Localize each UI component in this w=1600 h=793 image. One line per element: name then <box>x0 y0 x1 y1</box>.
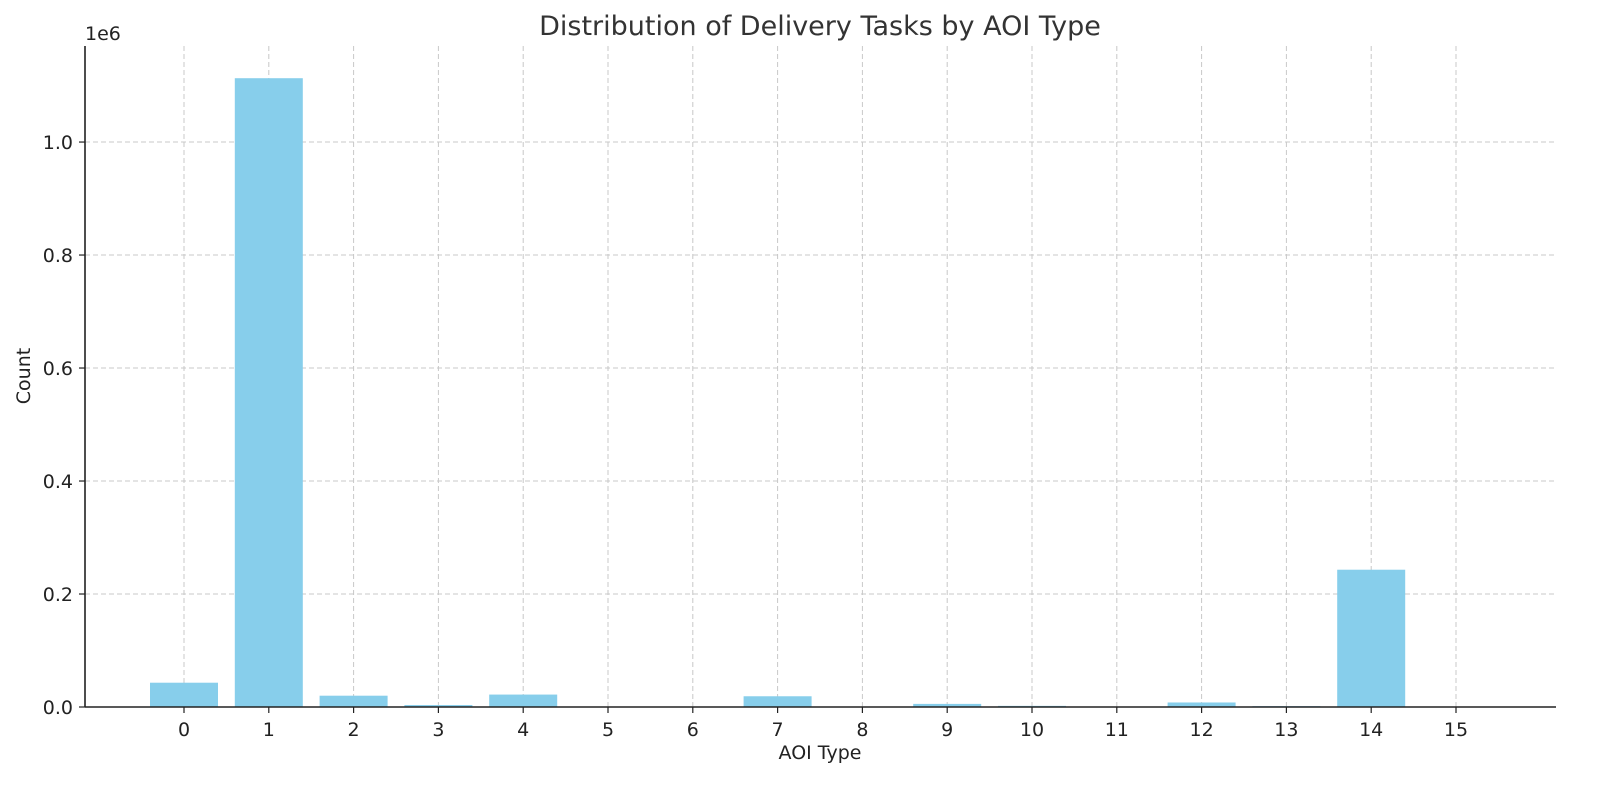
x-tick-label: 10 <box>1020 719 1044 741</box>
bar-aoi-12 <box>1167 702 1236 707</box>
bar-aoi-2 <box>319 695 388 707</box>
y-tick-label: 0.0 <box>43 697 73 719</box>
y-tick-label: 0.4 <box>43 471 73 493</box>
axes <box>84 46 1556 708</box>
x-tick-label: 6 <box>687 719 699 741</box>
y-axis-multiplier: 1e6 <box>85 23 121 45</box>
y-tick-label: 0.8 <box>43 245 73 267</box>
x-tick-label: 12 <box>1190 719 1214 741</box>
x-tick-label: 0 <box>178 719 190 741</box>
bars <box>150 78 1490 707</box>
x-tick-label: 13 <box>1274 719 1298 741</box>
bar-aoi-0 <box>150 682 218 707</box>
x-tick-label: 2 <box>348 719 360 741</box>
y-axis-label: Count <box>13 348 35 404</box>
x-tick-label: 7 <box>772 719 784 741</box>
x-tick-label: 9 <box>941 719 953 741</box>
bar-aoi-3 <box>404 705 473 707</box>
x-tick-label: 5 <box>602 719 614 741</box>
x-tick-label: 15 <box>1444 719 1468 741</box>
y-tick-label: 0.6 <box>43 358 73 380</box>
bar-aoi-7 <box>743 696 812 707</box>
bar-aoi-9 <box>913 703 982 707</box>
grid-lines <box>85 46 1556 707</box>
bar-aoi-1 <box>234 78 303 707</box>
ticks: 0 1 2 3 4 5 6 7 8 9 10 11 12 13 14 150.00.20.40.60.81.0 <box>43 132 1468 741</box>
bar-aoi-4 <box>489 694 558 707</box>
y-tick-label: 1.0 <box>43 132 73 154</box>
x-tick-label: 3 <box>432 719 444 741</box>
x-tick-label: 11 <box>1105 719 1129 741</box>
x-tick-label: 1 <box>263 719 275 741</box>
x-tick-label: 4 <box>517 719 529 741</box>
x-tick-label: 14 <box>1359 719 1383 741</box>
chart-title: Distribution of Delivery Tasks by AOI Ty… <box>539 11 1101 42</box>
y-tick-label: 0.2 <box>43 584 73 606</box>
x-axis-label: AOI Type <box>779 742 862 764</box>
bar-aoi-14 <box>1337 569 1406 707</box>
x-tick-label: 8 <box>856 719 868 741</box>
